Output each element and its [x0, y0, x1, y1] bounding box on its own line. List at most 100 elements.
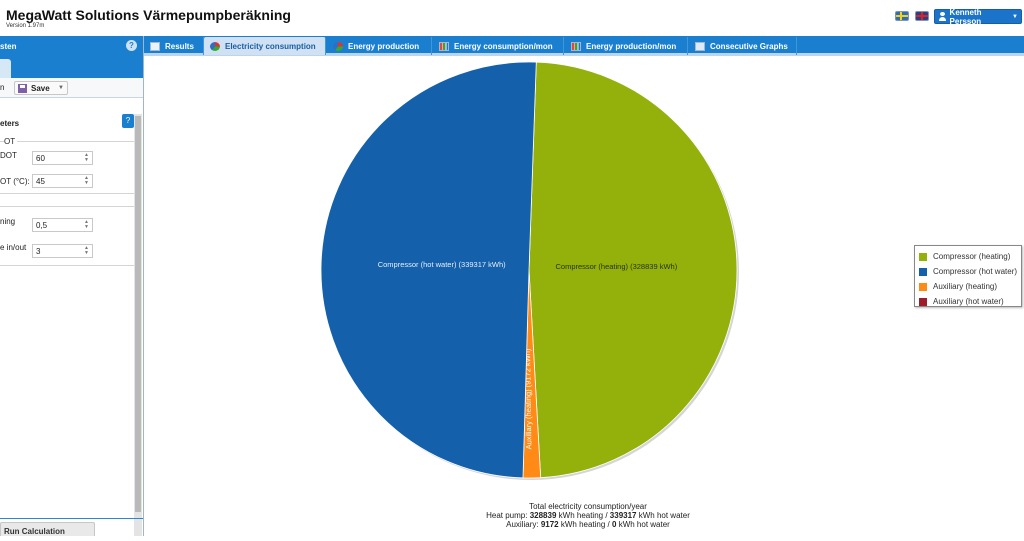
tab-label: Energy consumption/mon: [454, 41, 553, 51]
tab-energy-production-month[interactable]: Energy production/mon: [565, 37, 688, 55]
legend-swatch: [919, 252, 927, 261]
scrollbar-thumb[interactable]: [135, 116, 141, 512]
legend-swatch: [919, 282, 927, 291]
spinner-arrows-icon[interactable]: ▲ ▼: [84, 245, 89, 256]
tab-label: Consecutive Graphs: [710, 41, 788, 51]
swedish-flag-icon[interactable]: [895, 11, 909, 21]
user-name: Kenneth Persson: [949, 7, 982, 26]
user-menu-button[interactable]: Kenneth Persson ▼: [934, 7, 1022, 26]
param-label: DOT: [0, 151, 17, 160]
group-divider: [0, 141, 134, 142]
sidebar-tabs: [0, 56, 143, 78]
tab-energy-consumption-month[interactable]: Energy consumption/mon: [433, 37, 564, 55]
param-spinner[interactable]: 45 ▲ ▼: [32, 174, 93, 188]
legend-label: Auxiliary (hot water): [933, 297, 1004, 306]
tab-label: Energy production/mon: [586, 41, 677, 51]
summary-unit: kWh heating /: [560, 520, 610, 529]
bar-chart-icon: [571, 41, 581, 51]
legend-item[interactable]: Compressor (hot water): [919, 264, 1021, 279]
slice-label: Compressor (hot water) (339317 kWh): [378, 260, 506, 269]
pie-slice-compressor-heating[interactable]: [528, 61, 738, 479]
param-value[interactable]: 0,5: [36, 221, 48, 230]
param-label: ning: [0, 217, 16, 226]
legend-swatch: [919, 267, 927, 276]
pie-chart: Compressor (heating) (328839 kWh) Auxilia…: [320, 61, 739, 480]
group-divider: [0, 193, 134, 194]
param-label: OT (°C):: [0, 177, 30, 186]
group-divider: [0, 206, 134, 207]
chevron-down-icon[interactable]: ▼: [58, 85, 64, 91]
line-graph-icon: [695, 41, 705, 51]
legend-item[interactable]: Compressor (heating): [919, 249, 1021, 264]
legend-label: Compressor (heating): [933, 252, 1011, 261]
pie-slice-compressor-hot-water[interactable]: [320, 61, 537, 479]
summary-heatpump: Heat pump: 328839 kWh heating / 339317 k…: [470, 511, 706, 520]
summary-prefix: Auxiliary:: [506, 520, 539, 529]
tab-results[interactable]: Results: [144, 37, 204, 55]
legend-swatch: [919, 297, 927, 306]
help-icon[interactable]: ?: [126, 40, 137, 51]
chart-legend: Compressor (heating) Compressor (hot wat…: [914, 245, 1022, 307]
group-divider: [0, 265, 134, 266]
tab-consecutive-graphs[interactable]: Consecutive Graphs: [689, 37, 797, 55]
save-label: Save: [31, 83, 50, 93]
spinner-arrows-icon[interactable]: ▲ ▼: [84, 219, 89, 230]
spinner-arrows-icon[interactable]: ▲ ▼: [84, 175, 89, 186]
param-value[interactable]: 45: [36, 177, 45, 186]
toolbar-button-partial[interactable]: n: [0, 83, 5, 92]
parameters-heading: eters: [0, 119, 20, 128]
bar-chart-icon: [439, 41, 449, 51]
param-label: e in/out: [0, 243, 27, 252]
section-help-icon[interactable]: ?: [122, 114, 134, 128]
tab-electricity-consumption[interactable]: Electricity consumption: [204, 37, 326, 55]
sidebar-header: sten ?: [0, 36, 143, 56]
param-value[interactable]: 60: [36, 154, 45, 163]
chart-summary: Total electricity consumption/year Heat …: [470, 502, 706, 529]
param-spinner[interactable]: 0,5 ▲ ▼: [32, 218, 93, 232]
sidebar-toolbar: n Save ▼: [0, 78, 143, 98]
pie-chart-icon: [333, 41, 343, 51]
summary-title: Total electricity consumption/year: [529, 502, 647, 511]
summary-value: 9172: [540, 520, 559, 529]
summary-value: 328839: [529, 511, 557, 520]
english-flag-icon[interactable]: [915, 11, 929, 21]
summary-unit: kWh hot water: [618, 520, 670, 529]
spinner-arrows-icon[interactable]: ▲ ▼: [84, 152, 89, 163]
tab-bar: Results Electricity consumption Energy p…: [144, 36, 1024, 56]
app-version: Version 1.97m: [6, 23, 45, 29]
tab-label: Results: [165, 41, 194, 51]
chevron-down-icon: ▼: [1012, 13, 1018, 20]
save-button[interactable]: Save ▼: [14, 81, 68, 95]
header: MegaWatt Solutions Värmepumpberäkning Ve…: [0, 0, 1024, 36]
param-spinner[interactable]: 60 ▲ ▼: [32, 151, 93, 165]
slice-label: Auxiliary (heating) (9172 kWh): [523, 348, 533, 449]
sidebar-footer-divider: [0, 518, 143, 519]
summary-value: 339317: [609, 511, 637, 520]
summary-unit: kWh heating /: [558, 511, 608, 520]
legend-item[interactable]: Auxiliary (heating): [919, 279, 1021, 294]
param-label: OT: [4, 137, 18, 146]
param-value[interactable]: 3: [36, 247, 41, 256]
table-icon: [150, 41, 160, 51]
app-title: MegaWatt Solutions Värmepumpberäkning: [6, 7, 291, 23]
sidebar-title: sten: [0, 42, 17, 51]
sidebar: sten ? n Save ▼ eters ? OT DOT 60 ▲ ▼ OT …: [0, 36, 144, 536]
slice-label: Compressor (heating) (328839 kWh): [555, 262, 677, 271]
sidebar-tab[interactable]: [0, 59, 11, 78]
run-calculation-button[interactable]: Run Calculation: [0, 522, 95, 536]
legend-item[interactable]: Auxiliary (hot water): [919, 294, 1021, 309]
legend-label: Auxiliary (heating): [933, 282, 998, 291]
summary-value: 0: [612, 520, 617, 529]
chart-area: Compressor (heating) (328839 kWh) Auxilia…: [144, 59, 1024, 536]
tab-energy-production[interactable]: Energy production: [327, 37, 432, 55]
param-spinner[interactable]: 3 ▲ ▼: [32, 244, 93, 258]
user-icon: [938, 12, 947, 21]
tab-label: Energy production: [348, 41, 420, 51]
legend-label: Compressor (hot water): [933, 267, 1018, 276]
summary-unit: kWh hot water: [638, 511, 690, 520]
pie-chart-icon: [210, 41, 220, 51]
floppy-disk-icon: [18, 83, 27, 93]
summary-prefix: Heat pump:: [486, 511, 528, 520]
summary-auxiliary: Auxiliary: 9172 kWh heating / 0 kWh hot …: [470, 520, 706, 529]
tab-label: Electricity consumption: [225, 41, 316, 51]
